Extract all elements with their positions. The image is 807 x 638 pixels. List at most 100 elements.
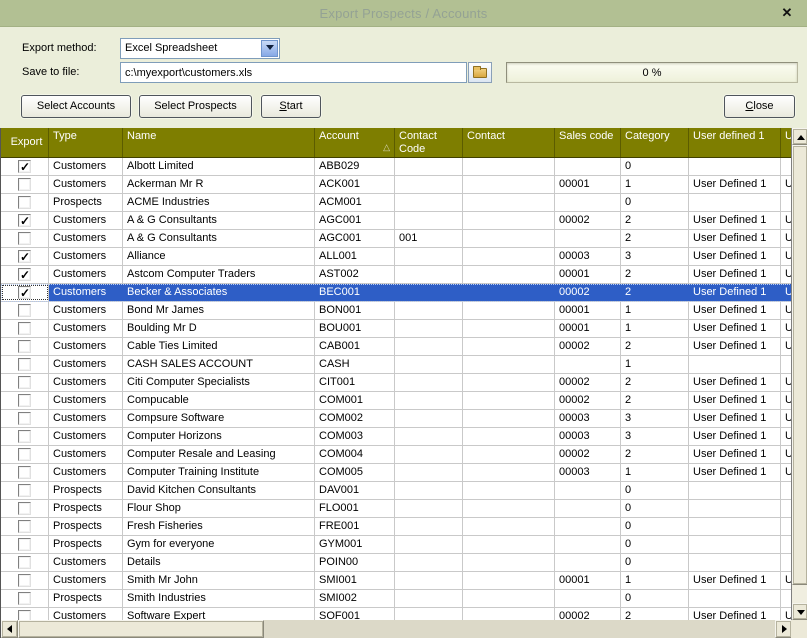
column-header-category[interactable]: Category: [621, 128, 689, 157]
export-checkbox[interactable]: [18, 520, 31, 533]
column-header-type[interactable]: Type: [49, 128, 123, 157]
export-cell[interactable]: [1, 482, 49, 499]
table-row[interactable]: Customers Computer Resale and Leasing CO…: [1, 446, 792, 464]
scroll-down-icon[interactable]: [792, 603, 807, 620]
export-checkbox[interactable]: [18, 574, 31, 587]
vertical-scrollbar-thumb[interactable]: [792, 145, 807, 585]
export-cell[interactable]: [1, 212, 49, 229]
table-row[interactable]: Customers Details POIN00 0: [1, 554, 792, 572]
scroll-left-icon[interactable]: [1, 620, 18, 638]
horizontal-scrollbar-thumb[interactable]: [18, 620, 264, 638]
export-checkbox[interactable]: [18, 466, 31, 479]
table-row[interactable]: Prospects David Kitchen Consultants DAV0…: [1, 482, 792, 500]
column-header-sales-code[interactable]: Sales code: [555, 128, 621, 157]
table-row[interactable]: Prospects ACME Industries ACM001 0: [1, 194, 792, 212]
export-cell[interactable]: [1, 518, 49, 535]
export-cell[interactable]: [1, 500, 49, 517]
table-row[interactable]: Customers Boulding Mr D BOU001 00001 1 U…: [1, 320, 792, 338]
export-cell[interactable]: [1, 572, 49, 589]
export-cell[interactable]: [1, 248, 49, 265]
export-checkbox[interactable]: [18, 592, 31, 605]
table-row[interactable]: Customers Computer Training Institute CO…: [1, 464, 792, 482]
export-cell[interactable]: [1, 176, 49, 193]
export-cell[interactable]: [1, 374, 49, 391]
table-row[interactable]: Customers Albott Limited ABB029 0: [1, 158, 792, 176]
close-icon[interactable]: ✕: [779, 5, 795, 21]
export-checkbox[interactable]: [18, 502, 31, 515]
column-header-contact[interactable]: Contact: [463, 128, 555, 157]
column-header-user-defined-1[interactable]: User defined 1: [689, 128, 781, 157]
export-checkbox[interactable]: [18, 538, 31, 551]
export-cell[interactable]: [1, 338, 49, 355]
table-row[interactable]: Prospects Gym for everyone GYM001 0: [1, 536, 792, 554]
select-accounts-button[interactable]: Select Accounts: [21, 95, 131, 118]
export-cell[interactable]: [1, 266, 49, 283]
export-checkbox[interactable]: [18, 178, 31, 191]
export-cell[interactable]: [1, 608, 49, 620]
table-row[interactable]: Customers A & G Consultants AGC001 00002…: [1, 212, 792, 230]
table-row[interactable]: Prospects Fresh Fisheries FRE001 0: [1, 518, 792, 536]
export-checkbox[interactable]: [18, 322, 31, 335]
export-checkbox[interactable]: [18, 394, 31, 407]
table-row[interactable]: Customers Citi Computer Specialists CIT0…: [1, 374, 792, 392]
export-cell[interactable]: [1, 392, 49, 409]
browse-file-button[interactable]: [468, 62, 492, 83]
close-button[interactable]: Close: [724, 95, 795, 118]
export-cell[interactable]: [1, 158, 49, 175]
table-row[interactable]: Customers Cable Ties Limited CAB001 0000…: [1, 338, 792, 356]
export-cell[interactable]: [1, 356, 49, 373]
export-cell[interactable]: [1, 590, 49, 607]
table-row[interactable]: Prospects Flour Shop FLO001 0: [1, 500, 792, 518]
export-cell[interactable]: [1, 410, 49, 427]
export-checkbox[interactable]: [18, 484, 31, 497]
export-checkbox[interactable]: [18, 232, 31, 245]
export-checkbox[interactable]: [18, 304, 31, 317]
export-checkbox[interactable]: [18, 430, 31, 443]
export-method-select[interactable]: Excel Spreadsheet: [120, 38, 280, 59]
export-cell[interactable]: [1, 230, 49, 247]
export-cell[interactable]: [1, 536, 49, 553]
table-row[interactable]: Prospects Smith Industries SMI002 0: [1, 590, 792, 608]
export-checkbox[interactable]: [18, 250, 31, 263]
table-row[interactable]: Customers Computer Horizons COM003 00003…: [1, 428, 792, 446]
export-cell[interactable]: [1, 284, 49, 301]
export-checkbox[interactable]: [18, 286, 31, 299]
table-row[interactable]: Customers Ackerman Mr R ACK001 00001 1 U…: [1, 176, 792, 194]
scroll-up-icon[interactable]: [792, 128, 807, 145]
table-row[interactable]: Customers Alliance ALL001 00003 3 User D…: [1, 248, 792, 266]
table-row[interactable]: Customers Software Expert SOF001 00002 2…: [1, 608, 792, 620]
export-cell[interactable]: [1, 320, 49, 337]
export-checkbox[interactable]: [18, 556, 31, 569]
export-checkbox[interactable]: [18, 160, 31, 173]
table-row[interactable]: Customers Bond Mr James BON001 00001 1 U…: [1, 302, 792, 320]
column-header-name[interactable]: Name: [123, 128, 315, 157]
start-button[interactable]: Start: [261, 95, 321, 118]
export-checkbox[interactable]: [18, 358, 31, 371]
export-checkbox[interactable]: [18, 196, 31, 209]
table-row[interactable]: Customers Becker & Associates BEC001 000…: [1, 284, 792, 302]
table-row[interactable]: Customers Astcom Computer Traders AST002…: [1, 266, 792, 284]
save-to-file-input[interactable]: [120, 62, 467, 83]
export-checkbox[interactable]: [18, 268, 31, 281]
table-row[interactable]: Customers Compucable COM001 00002 2 User…: [1, 392, 792, 410]
vertical-scrollbar[interactable]: [791, 128, 807, 620]
export-checkbox[interactable]: [18, 376, 31, 389]
column-header-account[interactable]: Account △: [315, 128, 395, 157]
select-prospects-button[interactable]: Select Prospects: [139, 95, 252, 118]
column-header-export[interactable]: Export: [1, 128, 49, 157]
export-cell[interactable]: [1, 554, 49, 571]
export-checkbox[interactable]: [18, 340, 31, 353]
export-checkbox[interactable]: [18, 610, 31, 620]
export-cell[interactable]: [1, 464, 49, 481]
table-row[interactable]: Customers A & G Consultants AGC001 001 2…: [1, 230, 792, 248]
scroll-right-icon[interactable]: [775, 620, 792, 638]
table-row[interactable]: Customers Compsure Software COM002 00003…: [1, 410, 792, 428]
export-cell[interactable]: [1, 446, 49, 463]
horizontal-scrollbar[interactable]: [1, 620, 792, 638]
chevron-down-icon[interactable]: [261, 40, 278, 57]
export-checkbox[interactable]: [18, 412, 31, 425]
export-cell[interactable]: [1, 302, 49, 319]
table-row[interactable]: Customers Smith Mr John SMI001 00001 1 U…: [1, 572, 792, 590]
table-row[interactable]: Customers CASH SALES ACCOUNT CASH 1: [1, 356, 792, 374]
export-checkbox[interactable]: [18, 448, 31, 461]
